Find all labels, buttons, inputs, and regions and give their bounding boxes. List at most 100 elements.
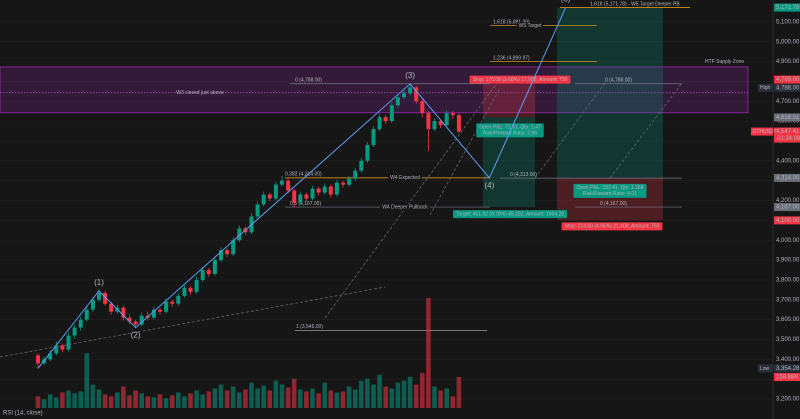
candle-body: [286, 180, 291, 191]
wave-label: (1): [94, 278, 104, 287]
candle-body: [90, 299, 95, 310]
candle-body: [139, 315, 144, 325]
volume-bar: [298, 389, 303, 408]
y-tick-label: 5,000.00: [776, 39, 800, 45]
price-tag: 4,547.41: [776, 129, 800, 135]
candle-body: [304, 194, 309, 199]
level-label: 0 (4,313.00): [510, 172, 537, 178]
candle-body: [365, 144, 370, 161]
volume-bar: [35, 396, 41, 408]
volume-bar: [413, 384, 419, 408]
volume-bar: [340, 391, 346, 408]
price-tag-bg: [774, 75, 800, 84]
volume-bar: [291, 378, 297, 408]
volume-bar: [47, 394, 53, 408]
candle-body: [200, 270, 205, 280]
candle-body: [420, 101, 425, 114]
y-tick-label: 4,400.00: [776, 158, 800, 164]
volume-bar: [102, 394, 108, 408]
background-layer: [0, 7, 773, 400]
price-tag: 4,100.00: [776, 218, 800, 224]
level-note: W4 Expected: [390, 175, 420, 181]
candle-body: [280, 180, 284, 185]
candle-body: [316, 188, 321, 193]
candle-body: [225, 250, 230, 255]
wave-label: (2): [131, 331, 141, 340]
candle-body: [359, 160, 364, 171]
indicator-label: RSI (14, close): [3, 411, 43, 417]
label-text: Target: 451.92 (9.78%) 45,192, Amount: 1…: [456, 211, 564, 217]
candle-body: [261, 194, 266, 205]
candle-body: [395, 97, 400, 106]
price-tag-bg: [774, 127, 800, 143]
candle-body: [353, 170, 358, 179]
candle-body: [60, 345, 65, 350]
candle-body: [48, 353, 53, 360]
volume-bar: [249, 382, 254, 408]
label-text: Open P&L: 71.51, Qty: 1.47: [479, 125, 541, 131]
y-tick-label: 3,200.00: [776, 397, 800, 403]
y-tick-label: 3,900.00: [776, 258, 800, 264]
volume-bar: [432, 386, 437, 408]
label-bg: [573, 183, 647, 198]
y-tick-label: 4,000.00: [776, 238, 800, 244]
volume-bar: [200, 394, 205, 408]
y-tick-label: 4,200.00: [776, 198, 800, 204]
volume-bar: [157, 394, 163, 408]
volume-bar: [127, 395, 132, 408]
candle-body: [383, 117, 388, 122]
wave-label: (3): [405, 71, 415, 80]
volume-bar: [54, 397, 59, 408]
price-tag-bg: [774, 203, 800, 212]
level-label: 0 (4,788.00): [605, 78, 632, 84]
trend-lines: [0, 82, 683, 358]
price-tag: 4,789.00: [776, 77, 800, 83]
note-tag-bg: [758, 83, 773, 92]
supply-zone: [0, 66, 749, 114]
candle-body: [109, 303, 114, 312]
volume-bar: [194, 390, 199, 408]
candle-body: [310, 188, 315, 199]
candle-body: [72, 327, 77, 336]
y-tick-label: 3,800.00: [776, 278, 800, 284]
volume-bar: [84, 353, 90, 408]
volume-bar: [90, 384, 96, 408]
candle-body: [206, 270, 211, 274]
candle-body: [219, 250, 223, 261]
volume-bar: [230, 386, 236, 408]
candle-body: [292, 190, 297, 203]
label-bg: [452, 210, 568, 219]
y-tick-label: 3,600.00: [776, 317, 800, 323]
candle-body: [188, 287, 193, 292]
volume-bar: [420, 372, 425, 408]
level-note: W5 Target: [519, 23, 542, 29]
w3-label: W3 closed just above: [176, 90, 224, 96]
volume-bar: [237, 392, 242, 408]
candle-body: [97, 292, 101, 300]
volume-bar: [151, 397, 157, 408]
price-tag-bg: [774, 83, 800, 92]
y-tick-label: 5,100.00: [776, 19, 800, 25]
price-tag: 4,314.00: [776, 175, 800, 181]
level-label: 1.618 (5,171.78) - W5 Target Deeper PB: [590, 1, 680, 7]
channel-line: [324, 82, 498, 319]
volume-bar: [72, 393, 77, 408]
candle-body: [158, 309, 162, 312]
label-bg: [469, 75, 571, 84]
y-tick-label: 4,600.00: [776, 119, 800, 125]
candle-body: [127, 317, 132, 322]
volume-bar: [115, 392, 120, 408]
volume-bar: [60, 392, 65, 408]
y-tick-label: 3,400.00: [776, 357, 800, 363]
label-text: Stop: 214.00 (4.96%) 21,400, Amount: 750: [565, 224, 660, 230]
symbol-tag: ETHUSDT: [753, 129, 777, 135]
candle-body: [133, 321, 138, 325]
volume-bar: [395, 382, 401, 408]
y-tick-label: 4,700.00: [776, 99, 800, 105]
price-tag: 4,167.00: [776, 205, 800, 211]
candle-body: [78, 319, 83, 328]
channel-line: [0, 286, 386, 358]
candle-body: [66, 335, 71, 350]
